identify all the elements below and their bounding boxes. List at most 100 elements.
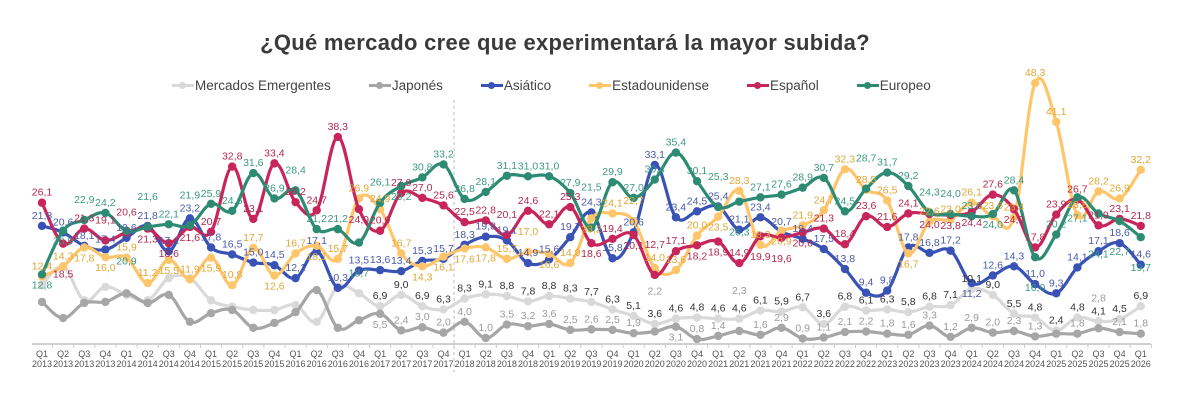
- data-label: 3,1: [669, 332, 684, 344]
- x-tick-label: Q2: [142, 349, 154, 359]
- data-point: [481, 290, 490, 299]
- x-tick-label: Q2: [311, 349, 323, 359]
- data-point: [206, 227, 216, 237]
- data-label: 17,5: [814, 233, 835, 245]
- data-label: 30,8: [412, 161, 433, 173]
- data-point: [671, 322, 681, 331]
- data-point: [1094, 247, 1103, 256]
- x-tick-label: Q1: [543, 349, 555, 359]
- data-label: 12,6: [983, 260, 1004, 272]
- data-point: [460, 244, 469, 253]
- data-point: [713, 237, 723, 246]
- data-label: 1,8: [1133, 318, 1148, 330]
- x-tick-label: 2021: [729, 359, 749, 369]
- data-point: [1136, 329, 1145, 338]
- x-tick-label: Q3: [416, 349, 428, 359]
- legend-swatch: [856, 81, 879, 89]
- x-tick-label: Q1: [121, 349, 133, 359]
- data-point: [439, 305, 448, 314]
- data-point: [1136, 260, 1145, 269]
- data-point: [629, 216, 638, 226]
- data-point: [270, 271, 279, 280]
- data-label: 21,5: [581, 182, 602, 194]
- data-point: [1136, 302, 1145, 311]
- x-tick-label: 2018: [497, 359, 517, 369]
- data-label: 24,9: [349, 214, 370, 226]
- data-point: [418, 173, 427, 182]
- data-point: [291, 307, 300, 317]
- data-label: 3,6: [816, 308, 831, 320]
- data-point: [397, 181, 406, 191]
- data-point: [1136, 165, 1145, 175]
- data-label: 4,0: [457, 306, 472, 318]
- data-label: 21,8: [32, 210, 53, 222]
- data-point: [185, 221, 195, 230]
- data-label: 6,9: [415, 290, 430, 302]
- x-tick-label: 2017: [433, 359, 453, 369]
- data-label: 15,3: [412, 245, 433, 257]
- x-tick-label: 2021: [750, 359, 770, 369]
- data-label: 18,2: [687, 250, 708, 262]
- data-label: 21,9: [792, 209, 813, 221]
- data-point: [1052, 210, 1061, 219]
- x-tick-label: 2026: [1131, 359, 1151, 369]
- data-point: [1052, 329, 1061, 338]
- data-point: [206, 309, 216, 318]
- data-point: [608, 234, 617, 244]
- data-label: 12,6: [264, 281, 285, 293]
- data-label: 17,8: [74, 253, 95, 265]
- data-label: 20,6: [53, 216, 74, 228]
- data-label: 24,9: [1004, 214, 1025, 226]
- data-point: [143, 222, 152, 232]
- data-point: [819, 224, 829, 233]
- data-point: [439, 252, 448, 261]
- data-point: [587, 297, 596, 307]
- data-point: [883, 305, 892, 314]
- data-label: 3,0: [415, 311, 430, 323]
- data-point: [671, 213, 681, 222]
- data-label: 28,7: [856, 153, 877, 165]
- data-point: [249, 168, 258, 178]
- data-label: 4,6: [732, 303, 747, 315]
- data-label: 33,4: [264, 147, 285, 159]
- data-point: [756, 306, 765, 315]
- data-point: [502, 230, 512, 240]
- data-label: 24,6: [518, 195, 539, 207]
- data-label: 23,8: [1067, 199, 1088, 211]
- data-point: [925, 248, 934, 258]
- data-label: 24,7: [306, 194, 327, 206]
- data-point: [629, 328, 638, 338]
- x-tick-label: Q1: [966, 349, 978, 359]
- data-label: 20,1: [497, 209, 518, 221]
- data-point: [988, 190, 998, 199]
- data-point: [1030, 332, 1040, 341]
- data-label: 17,1: [306, 235, 327, 247]
- data-point: [249, 243, 258, 253]
- data-label: 24,5: [835, 195, 856, 207]
- data-label: 22,9: [74, 194, 95, 206]
- data-point: [502, 291, 512, 301]
- data-point: [291, 186, 300, 195]
- data-label: 17,1: [1088, 235, 1109, 247]
- data-label: 9,4: [859, 277, 874, 289]
- x-tick-label: 2020: [624, 359, 644, 369]
- data-point: [819, 319, 829, 329]
- data-point: [735, 258, 744, 268]
- data-label: 16,1: [433, 262, 454, 274]
- x-tick-label: Q2: [564, 349, 576, 359]
- data-label: 3,3: [922, 310, 937, 322]
- x-tick-label: 2015: [264, 359, 284, 369]
- data-point: [692, 241, 702, 250]
- x-tick-label: 2014: [159, 359, 179, 369]
- chart-title: ¿Qué mercado cree que experimentará la m…: [260, 30, 870, 55]
- data-point: [608, 305, 617, 314]
- data-label: 3,2: [521, 310, 536, 322]
- data-label: 2,2: [647, 286, 662, 298]
- data-label: 21,2: [328, 213, 349, 225]
- x-tick-label: 2017: [391, 359, 411, 369]
- data-label: 24,4: [961, 217, 982, 229]
- data-label: 1,0: [478, 322, 493, 334]
- data-point: [735, 197, 744, 206]
- data-label: 10,3: [328, 272, 349, 284]
- x-tick-label: Q4: [522, 349, 534, 359]
